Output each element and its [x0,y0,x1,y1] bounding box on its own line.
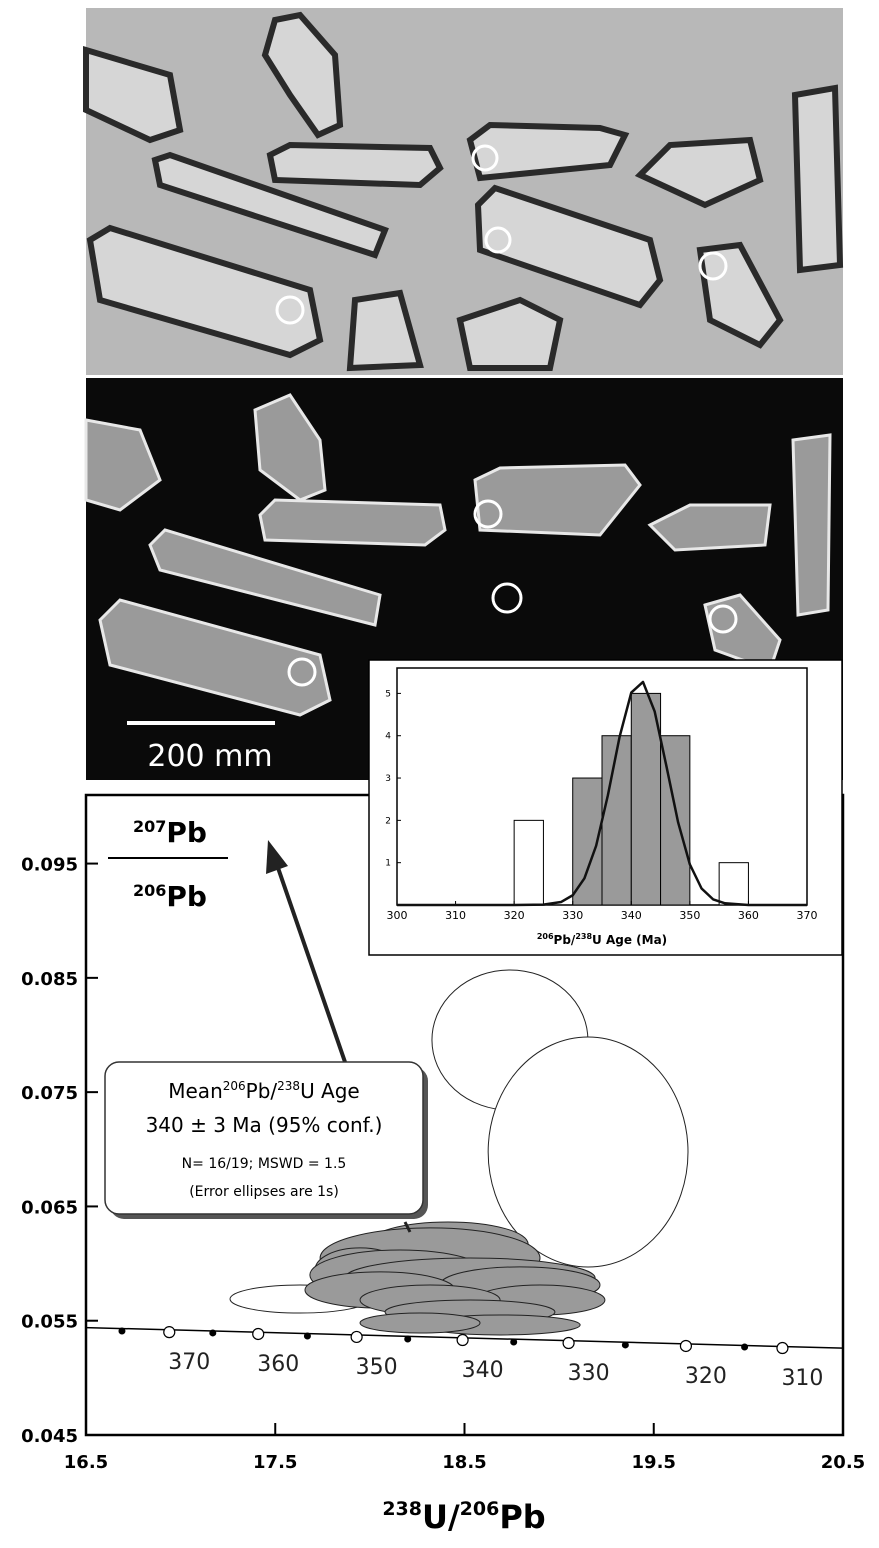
inset-y-tick-label: 3 [385,774,391,784]
age-marker [456,1333,469,1347]
x-label-part: Pb [499,1498,545,1536]
age-marker [350,1330,363,1344]
age-label: 360 [257,1352,299,1377]
age-marker [776,1341,789,1355]
x-label-part: 206 [460,1498,500,1520]
inset-x-tick-label: 300 [387,909,408,922]
y-tick-label: 0.095 [21,855,78,876]
y-label-mass: 206 [133,881,166,900]
age-dot [510,1338,518,1346]
histogram-bar [630,692,662,906]
x-label-part: 238 [382,1498,422,1520]
inset-x-tick-label: 360 [738,909,759,922]
age-dot [741,1343,749,1351]
scale-bar-label: 200 mm [147,739,272,774]
annotation-text: 238 [277,1079,300,1093]
age-marker [163,1326,176,1339]
y-label-element: Pb [166,816,207,849]
inset-x-axis-label: 206Pb/238U Age (Ma) [537,932,667,947]
histogram-bar [601,735,632,906]
x-tick-label: 16.5 [64,1452,108,1473]
age-label: 350 [356,1355,398,1380]
inset-histogram: 1 2 3 4 5 300 310 320 330 340 350 360 370 [385,680,818,922]
inset-x-tick-label: 340 [621,909,642,922]
annotation-text: Pb/ [246,1079,278,1103]
y-tick-label: 0.065 [21,1197,78,1218]
annotation-box: Mean206Pb/238U Age 340 ± 3 Ma (95% conf.… [104,1061,428,1219]
annotation-line: N= 16/19; MSWD = 1.5 [182,1156,347,1172]
age-dot [209,1329,217,1337]
inset-x-tick-label: 320 [504,909,525,922]
inset-label-part: 206 [537,932,554,941]
arrow [266,840,412,1233]
annotation-line: 340 ± 3 Ma (95% conf.) [146,1113,383,1137]
x-tick-label: 19.5 [632,1452,676,1473]
age-label: 310 [781,1366,823,1391]
age-marker [562,1336,575,1350]
inset-label-part: 238 [575,932,592,941]
inset-x-tick-label: 310 [445,909,466,922]
y-label-mass: 207 [133,817,166,836]
age-dot [118,1327,126,1335]
x-axis-label: 238U/206Pb [382,1498,545,1536]
annotation-line: Mean206Pb/238U Age [168,1079,360,1103]
y-tick-label: 0.045 [21,1426,78,1447]
age-dot [303,1332,311,1340]
age-label: 340 [462,1358,504,1383]
annotation-line: (Error ellipses are 1s) [189,1184,339,1200]
error-ellipse [487,1036,689,1268]
age-dot [621,1341,629,1349]
y-label-element: Pb [166,880,207,913]
age-label: 320 [685,1364,727,1389]
y-tick-label: 0.085 [21,969,78,990]
concordia-plot: 0.045 0.055 0.065 0.075 0.085 0.095 16.5 17.5 18… [21,855,865,1473]
photo-transmitted-light [83,8,844,375]
y-axis-label-top: 207Pb [133,816,207,849]
error-ellipse [359,1312,481,1334]
inset-y-tick-label: 4 [385,732,391,742]
age-marker [252,1327,265,1341]
inset-x-tick-label: 370 [797,909,818,922]
inset-x-tick-label: 330 [562,909,583,922]
y-axis-label-bottom: 206Pb [133,880,207,913]
histogram-bar [718,862,749,906]
inset-label-part: U Age (Ma) [592,933,667,947]
age-marker [679,1339,693,1353]
histogram-bar [513,819,544,906]
age-label: 370 [168,1350,210,1375]
inset-y-tick-label: 2 [385,816,391,826]
probability-curve [397,680,807,907]
y-tick-label: 0.055 [21,1312,78,1333]
annotation-text: 206 [223,1079,246,1093]
inset-label-part: Pb/ [554,933,576,947]
x-tick-label: 17.5 [253,1452,297,1473]
inset-x-tick-label: 350 [679,909,700,922]
annotation-text: Mean [168,1079,223,1103]
annotation-text: U Age [300,1079,360,1103]
x-tick-label: 18.5 [442,1452,486,1473]
inset-y-tick-label: 1 [385,859,391,869]
y-tick-label: 0.075 [21,1083,78,1104]
x-label-part: U/ [422,1498,460,1536]
age-dot [404,1335,412,1343]
age-label: 330 [568,1361,610,1386]
x-tick-label: 20.5 [821,1452,865,1473]
photo-cathodoluminescence: 200 mm [84,378,843,780]
inset-y-tick-label: 5 [385,689,391,699]
